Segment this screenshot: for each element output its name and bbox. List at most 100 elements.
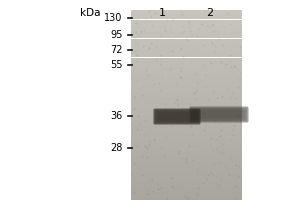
Bar	[130, 160, 242, 162]
Bar	[130, 158, 242, 160]
Text: kDa: kDa	[80, 8, 100, 18]
Bar	[130, 156, 242, 158]
Bar	[130, 78, 242, 80]
Bar	[130, 76, 242, 78]
Bar	[130, 90, 242, 92]
Bar	[130, 59, 242, 61]
Bar	[130, 69, 242, 71]
Bar	[130, 14, 242, 16]
Bar	[130, 171, 242, 173]
Bar	[130, 10, 242, 12]
Bar	[130, 109, 242, 111]
Bar	[130, 61, 242, 63]
Bar	[130, 65, 242, 67]
Bar	[130, 96, 242, 97]
Bar	[130, 120, 242, 122]
Bar	[130, 25, 242, 27]
Text: 2: 2	[206, 8, 214, 18]
Bar	[130, 46, 242, 48]
Bar	[130, 116, 242, 118]
Bar	[130, 56, 242, 58]
Bar	[130, 42, 242, 44]
Text: 55: 55	[110, 60, 122, 70]
Bar	[130, 170, 242, 171]
Bar	[130, 179, 242, 181]
Bar	[130, 134, 242, 135]
Bar	[130, 124, 242, 126]
Bar	[130, 20, 242, 21]
Bar	[130, 94, 242, 96]
Bar	[130, 164, 242, 166]
Bar	[130, 168, 242, 170]
Bar	[130, 101, 242, 103]
Bar	[130, 50, 242, 52]
Bar	[130, 118, 242, 120]
Bar	[130, 166, 242, 168]
Bar	[130, 52, 242, 54]
Bar	[130, 192, 242, 194]
Bar	[130, 181, 242, 183]
Bar	[130, 35, 242, 37]
Bar	[130, 196, 242, 198]
Bar	[130, 152, 242, 154]
Bar	[130, 92, 242, 94]
Bar	[130, 48, 242, 50]
Text: 130: 130	[104, 13, 122, 23]
Bar	[130, 149, 242, 151]
Bar	[130, 99, 242, 101]
Bar	[130, 126, 242, 128]
Bar	[130, 175, 242, 177]
Bar	[130, 135, 242, 137]
Bar	[130, 18, 242, 20]
Bar	[130, 21, 242, 23]
Bar	[130, 189, 242, 190]
Bar	[130, 154, 242, 156]
Text: 36: 36	[110, 111, 122, 121]
Bar	[130, 132, 242, 134]
Bar	[130, 37, 242, 38]
Bar	[130, 23, 242, 25]
Bar	[130, 185, 242, 187]
Bar	[130, 73, 242, 75]
Bar	[130, 38, 242, 40]
Bar	[130, 63, 242, 65]
Bar	[130, 54, 242, 56]
Bar	[130, 113, 242, 114]
Bar	[130, 44, 242, 46]
Bar	[130, 27, 242, 29]
Bar	[130, 177, 242, 179]
Text: 72: 72	[110, 45, 122, 55]
FancyBboxPatch shape	[154, 108, 200, 124]
Bar	[130, 107, 242, 109]
Bar	[130, 105, 242, 107]
Bar	[130, 137, 242, 139]
Bar	[130, 67, 242, 69]
Bar	[130, 40, 242, 42]
Bar	[130, 58, 242, 59]
Bar	[130, 187, 242, 189]
Bar	[130, 128, 242, 130]
Bar	[130, 71, 242, 73]
Bar	[130, 86, 242, 88]
Bar	[130, 145, 242, 147]
Bar	[130, 80, 242, 82]
Text: 28: 28	[110, 143, 122, 153]
Bar	[130, 29, 242, 31]
Bar	[130, 82, 242, 84]
Bar	[130, 139, 242, 141]
FancyBboxPatch shape	[158, 113, 196, 120]
Bar	[130, 183, 242, 185]
Bar	[130, 31, 242, 33]
Text: 95: 95	[110, 30, 122, 40]
FancyBboxPatch shape	[157, 112, 197, 121]
Bar	[130, 111, 242, 113]
Bar	[130, 75, 242, 76]
Bar	[130, 33, 242, 35]
FancyBboxPatch shape	[190, 106, 248, 122]
FancyBboxPatch shape	[193, 110, 245, 119]
Bar	[130, 103, 242, 105]
Bar	[130, 141, 242, 143]
Bar	[130, 114, 242, 116]
Bar	[130, 88, 242, 90]
Bar	[130, 97, 242, 99]
